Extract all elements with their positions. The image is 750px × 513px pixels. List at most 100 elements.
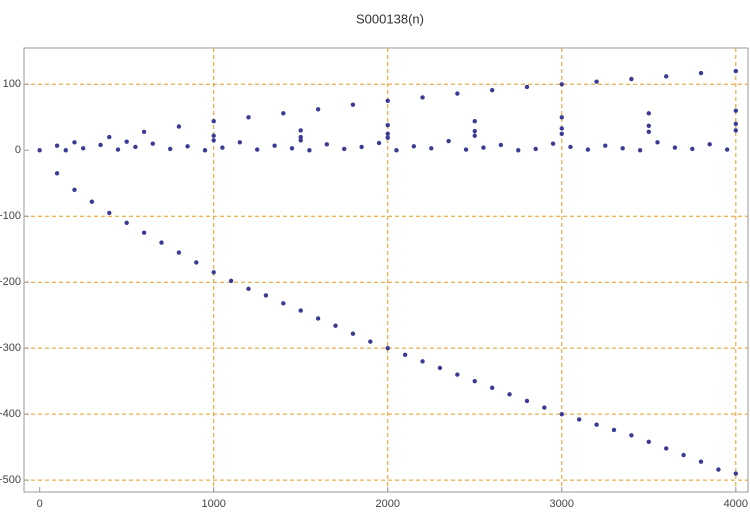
point (420, 95, 425, 100)
point (298, 138, 303, 143)
point (298, 308, 303, 313)
point (603, 143, 608, 148)
point (72, 140, 77, 145)
point (194, 260, 199, 265)
point (333, 323, 338, 328)
point (359, 144, 364, 150)
point (489, 88, 495, 93)
point (315, 316, 321, 321)
point (481, 145, 486, 150)
x-tick-label: 0 (37, 498, 43, 510)
point (54, 143, 60, 148)
point (281, 111, 286, 116)
point (559, 115, 564, 120)
point (394, 148, 399, 153)
point (89, 199, 95, 204)
point (664, 74, 669, 79)
point (576, 417, 582, 422)
x-tick-label: 3000 (550, 498, 574, 510)
point (385, 345, 390, 351)
point (350, 331, 356, 336)
point (80, 146, 86, 151)
point (733, 108, 739, 113)
point (429, 146, 434, 151)
point (646, 123, 651, 129)
point (463, 147, 469, 152)
point (472, 119, 477, 124)
point (228, 278, 234, 284)
point (559, 126, 564, 131)
point (385, 122, 390, 128)
point (437, 365, 443, 371)
point (211, 119, 216, 124)
point (107, 134, 112, 140)
point (472, 128, 477, 134)
point (559, 411, 564, 417)
point (733, 471, 739, 476)
point (402, 352, 408, 357)
point (411, 144, 417, 149)
x-tick-label: 2000 (375, 498, 399, 510)
point (507, 392, 512, 397)
y-tick-label: −200 (0, 276, 21, 288)
point (585, 147, 591, 152)
point (707, 142, 712, 147)
point (629, 433, 634, 438)
x-tick-label: 1000 (201, 498, 225, 510)
point (298, 128, 303, 133)
point (498, 142, 504, 148)
point (524, 84, 530, 90)
point (489, 385, 495, 390)
point (176, 124, 182, 129)
point (550, 141, 556, 146)
point (524, 398, 530, 404)
point (455, 91, 460, 96)
point (37, 148, 42, 153)
point (124, 139, 129, 144)
point (211, 133, 216, 138)
point (368, 339, 373, 344)
y-tick-label: −500 (0, 474, 21, 486)
y-tick-label: 0 (15, 144, 21, 156)
point (211, 270, 216, 275)
point (298, 134, 303, 140)
point (733, 121, 739, 127)
point (385, 135, 390, 140)
point (350, 102, 356, 107)
point (690, 146, 695, 152)
point (246, 115, 251, 120)
point (202, 148, 208, 153)
point (107, 210, 112, 216)
point (272, 143, 277, 148)
point (646, 439, 651, 445)
y-tick-label: 100 (3, 78, 21, 90)
point (472, 133, 477, 138)
point (342, 146, 347, 152)
point (733, 68, 739, 74)
point (376, 140, 382, 146)
point (63, 148, 68, 153)
point (167, 146, 173, 152)
point (263, 293, 269, 298)
point (255, 147, 260, 152)
chart-title: S000138(n) (356, 11, 424, 26)
point (533, 146, 538, 152)
y-tick-label: −400 (0, 408, 21, 420)
point (681, 452, 686, 458)
point (185, 144, 190, 149)
point (420, 359, 425, 364)
point (124, 220, 129, 226)
point (646, 111, 651, 116)
point (133, 144, 138, 150)
point (72, 187, 77, 193)
x-tick-label: 4000 (724, 498, 748, 510)
point (315, 107, 321, 112)
point (455, 372, 460, 377)
point (516, 148, 521, 153)
point (655, 140, 660, 145)
point (646, 129, 651, 134)
point (159, 240, 164, 245)
plot-frame (23, 47, 749, 493)
point (611, 427, 617, 433)
point (664, 446, 669, 451)
